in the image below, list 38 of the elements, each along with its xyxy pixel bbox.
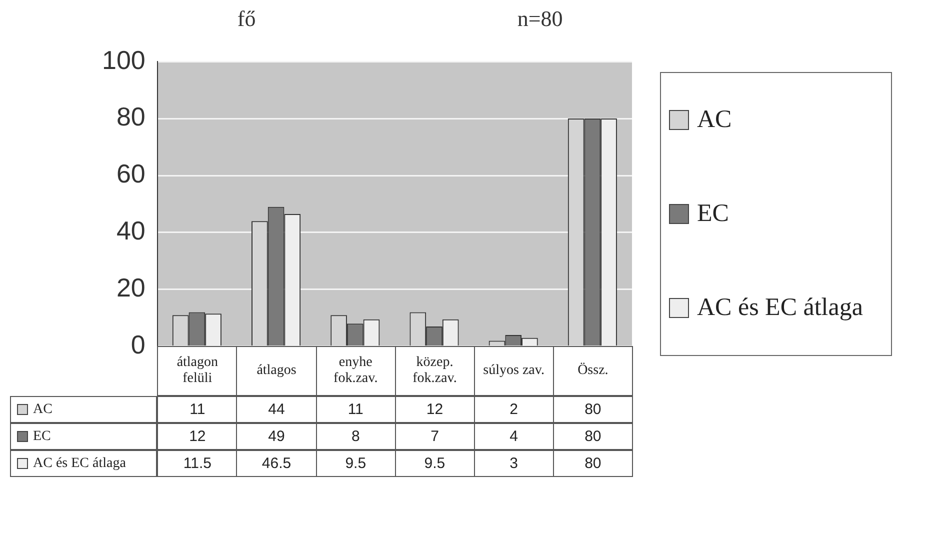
data-label: 12 [157,423,238,450]
data-label: 11 [316,396,396,424]
x-tick-label: átlagon felüli [157,346,238,396]
data-label: 3 [474,450,554,478]
y-axis-title: fő [237,6,256,32]
data-label: 9.5 [316,450,396,478]
data-label: 2 [474,396,554,424]
data-label: 8 [316,423,396,450]
y-tick-label: 60 [116,158,146,189]
y-tick-label: 100 [102,44,146,75]
text: AC [33,402,52,417]
data-label: 80 [552,423,633,450]
x-tick-label: súlyos zav. [474,346,554,396]
legend-label: AC és EC átlaga [696,294,864,322]
data-label: 11 [157,396,238,424]
text: AC [696,106,733,134]
data-label: 12 [394,396,475,424]
data-label: 44 [236,396,317,424]
text: AC és EC átlaga [33,456,126,471]
x-tick-label: közep. fok.zav. [394,346,475,396]
x-tick-label: enyhe fok.zav. [316,346,396,396]
data-label: 7 [394,423,475,450]
y-tick-label: 80 [116,102,146,132]
x-tick-label: Össz. [552,346,633,396]
legend-label: EC [696,200,730,228]
data-label: 80 [552,396,633,424]
text: EC [33,428,51,444]
data-label: 4 [474,423,554,450]
data-label: 9.5 [394,450,475,478]
data-label: 11.5 [157,450,238,478]
data-label: 80 [552,450,633,478]
y-tick-label: 0 [130,330,146,360]
y-tick-label: 40 [116,216,146,246]
chart-subtitle: n=80 [517,6,563,32]
x-tick-label: átlagos [236,346,317,396]
data-label: 46.5 [236,450,317,478]
y-tick-label: 20 [116,272,146,303]
data-label: 49 [236,423,317,450]
